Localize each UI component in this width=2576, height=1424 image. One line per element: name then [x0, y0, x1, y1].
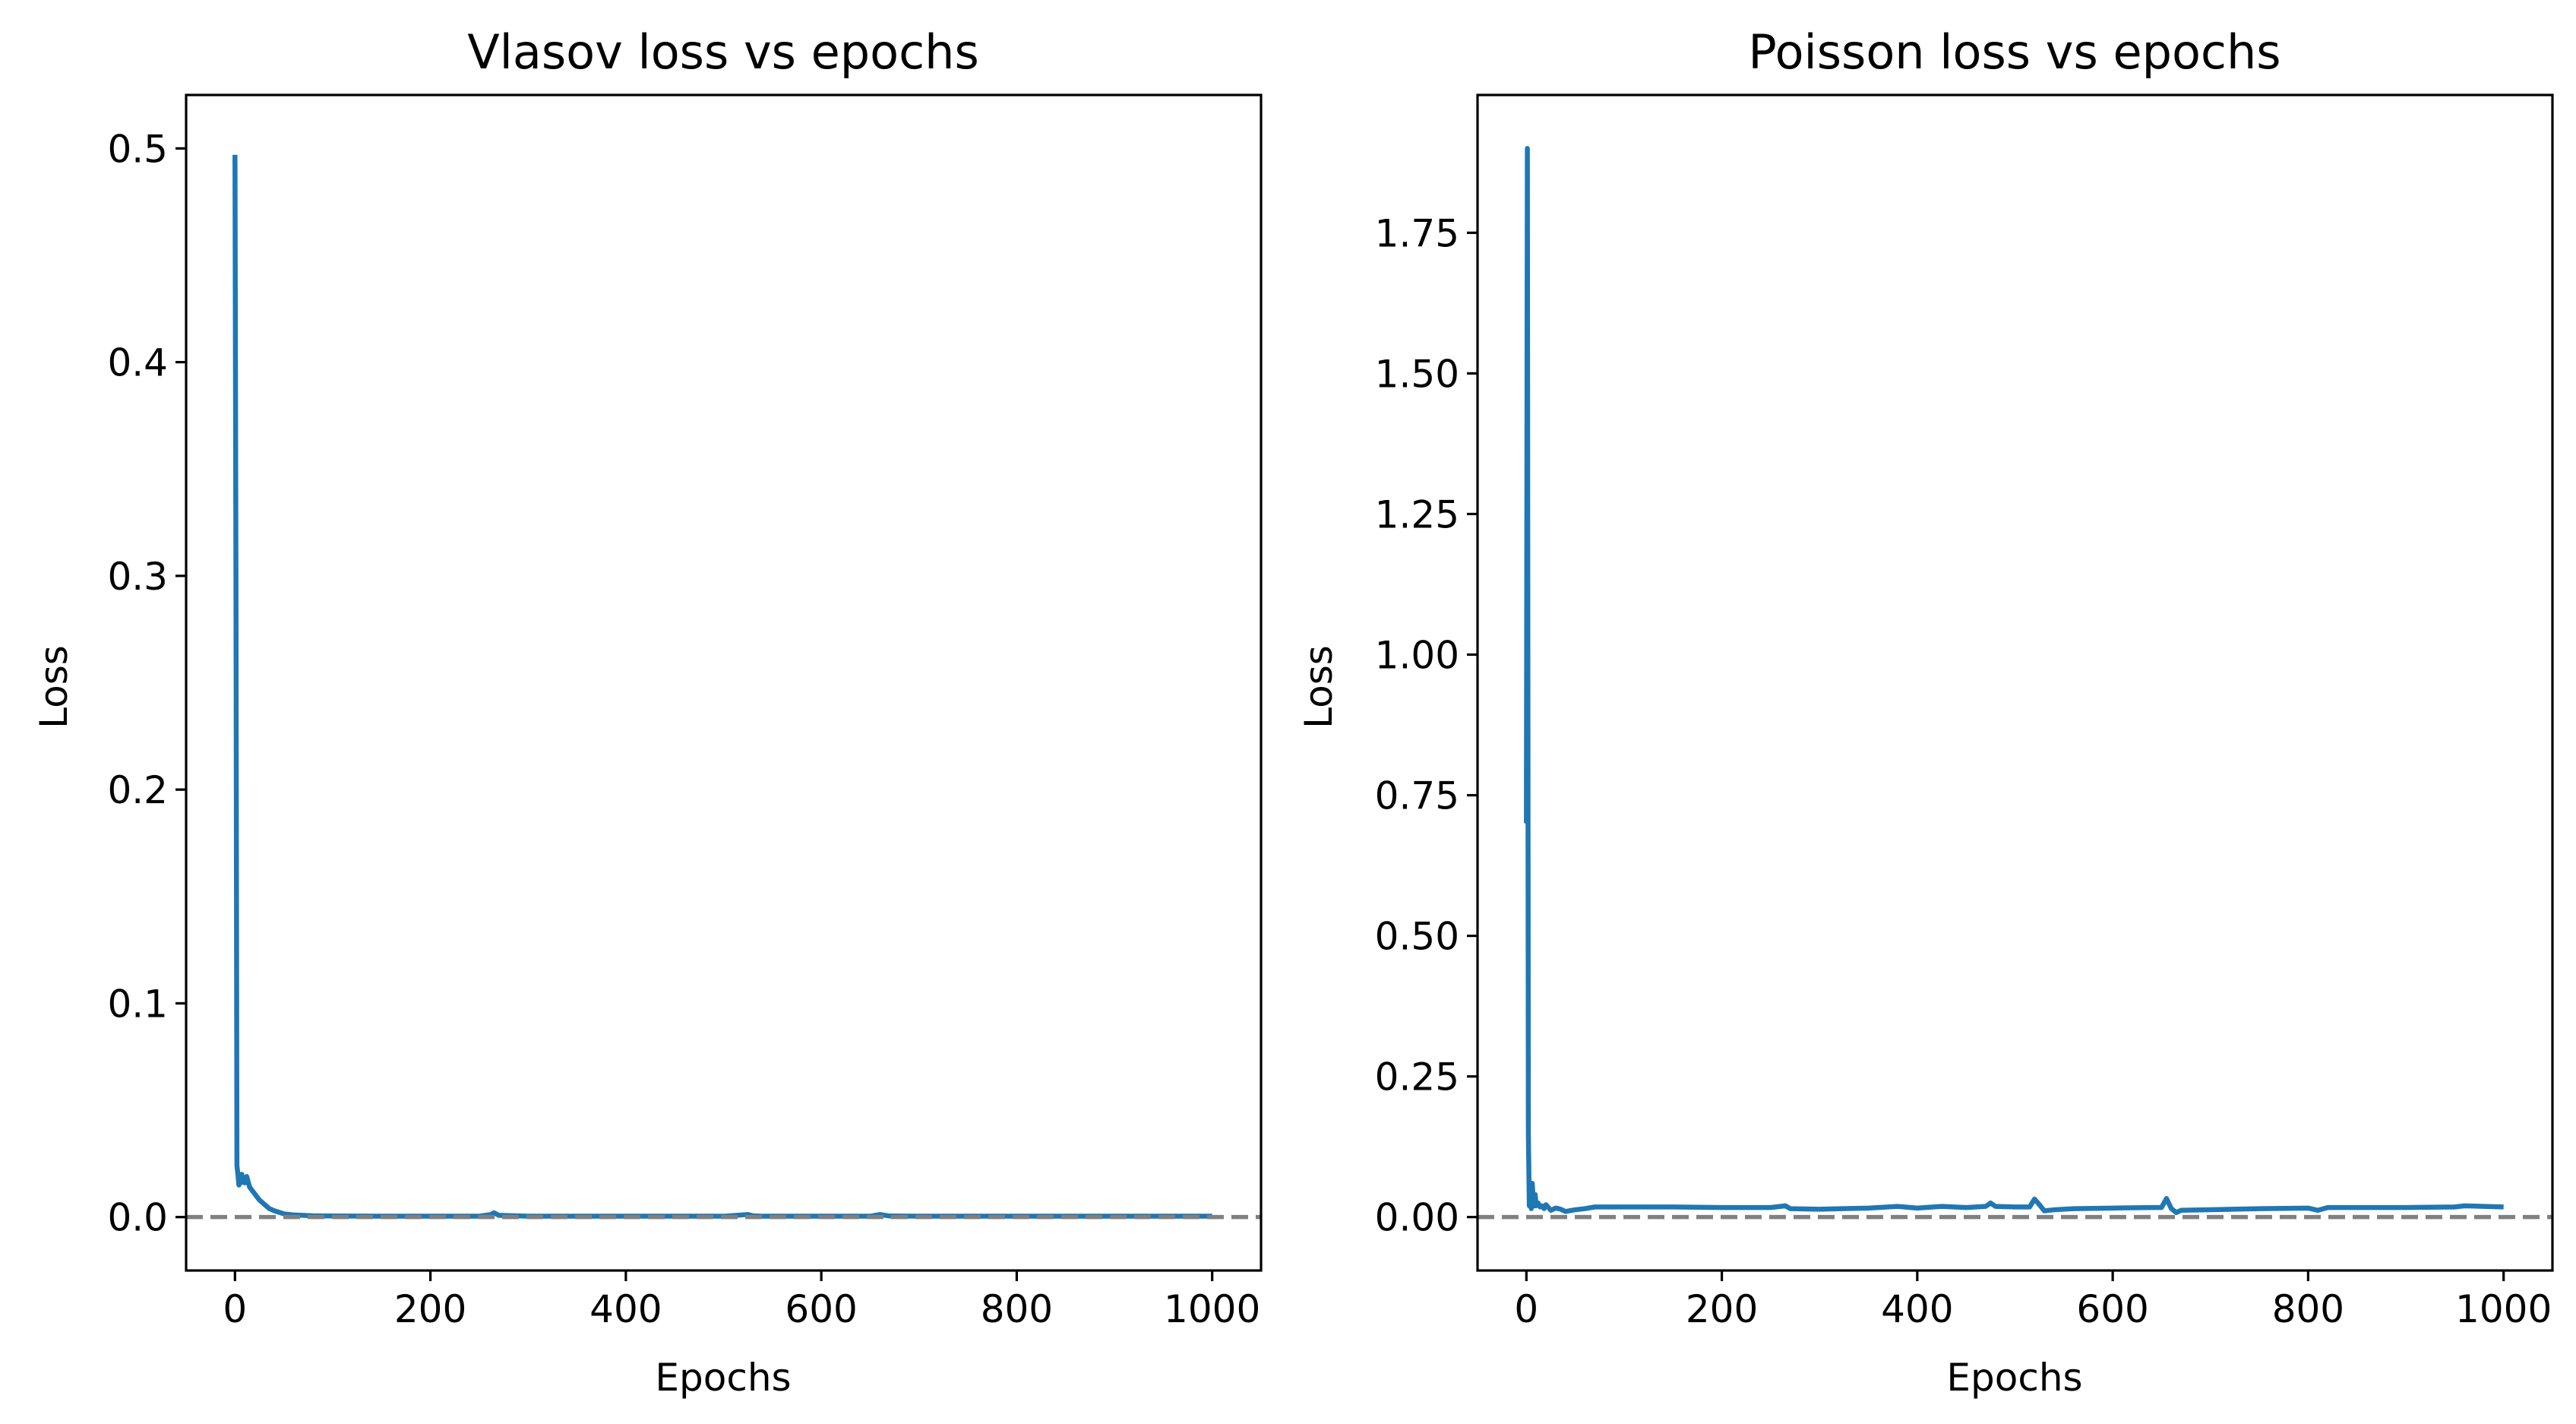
- poisson-y-tick-label: 0.00: [1375, 1196, 1459, 1240]
- poisson-chart-title: Poisson loss vs epochs: [1748, 24, 2280, 80]
- poisson-plot-area: [1478, 146, 2552, 1220]
- poisson-x-tick-label: 400: [1881, 1287, 1953, 1331]
- vlasov-y-tick-label: 0.5: [107, 127, 168, 171]
- vlasov-x-tick-label: 200: [394, 1287, 466, 1331]
- poisson-y-tick-label: 0.25: [1375, 1055, 1459, 1100]
- poisson-axes-frame: [1476, 93, 2554, 1272]
- vlasov-x-tick-label: 0: [223, 1287, 247, 1331]
- vlasov-x-tick-label: 400: [589, 1287, 662, 1331]
- poisson-x-tick-label: 800: [2272, 1287, 2344, 1331]
- poisson-y-tick-label: 1.25: [1375, 492, 1459, 536]
- poisson-x-tick-label: 0: [1514, 1287, 1538, 1331]
- poisson-loss-line: [1524, 146, 2504, 1216]
- poisson-x-tick-label: 200: [1686, 1287, 1758, 1331]
- poisson-y-tick-label: 1.00: [1375, 633, 1459, 677]
- poisson-x-axis-label: Epochs: [1946, 1356, 2082, 1400]
- poisson-y-tick-label: 0.75: [1375, 774, 1459, 818]
- vlasov-axes-frame: [185, 93, 1263, 1272]
- vlasov-y-tick-label: 0.1: [107, 982, 168, 1026]
- vlasov-y-tick-label: 0.2: [107, 768, 168, 812]
- vlasov-chart: Vlasov loss vs epochs Epochs Loss 0 200 40…: [32, 24, 1263, 1400]
- vlasov-chart-title: Vlasov loss vs epochs: [467, 24, 979, 80]
- vlasov-x-tick-label: 800: [981, 1287, 1053, 1331]
- poisson-chart: Poisson loss vs epochs Epochs Loss 0 200 4…: [1297, 24, 2554, 1400]
- vlasov-y-tick-label: 0.3: [107, 555, 168, 599]
- vlasov-x-tick-label: 600: [785, 1287, 857, 1331]
- poisson-x-tick-label: 600: [2076, 1287, 2148, 1331]
- poisson-y-axis-label: Loss: [1297, 645, 1341, 729]
- vlasov-plot-area: [186, 154, 1261, 1220]
- vlasov-x-tick-label: 1000: [1164, 1287, 1260, 1331]
- poisson-y-tick-label: 1.75: [1375, 211, 1459, 255]
- poisson-x-tick-label: 1000: [2455, 1287, 2552, 1331]
- vlasov-x-axis-label: Epochs: [655, 1356, 791, 1400]
- vlasov-y-tick-label: 0.4: [107, 341, 168, 385]
- vlasov-y-axis-label: Loss: [32, 645, 76, 729]
- poisson-y-tick-label: 0.50: [1375, 915, 1459, 959]
- poisson-y-tick-label: 1.50: [1375, 352, 1459, 396]
- vlasov-y-tick-label: 0.0: [107, 1196, 168, 1240]
